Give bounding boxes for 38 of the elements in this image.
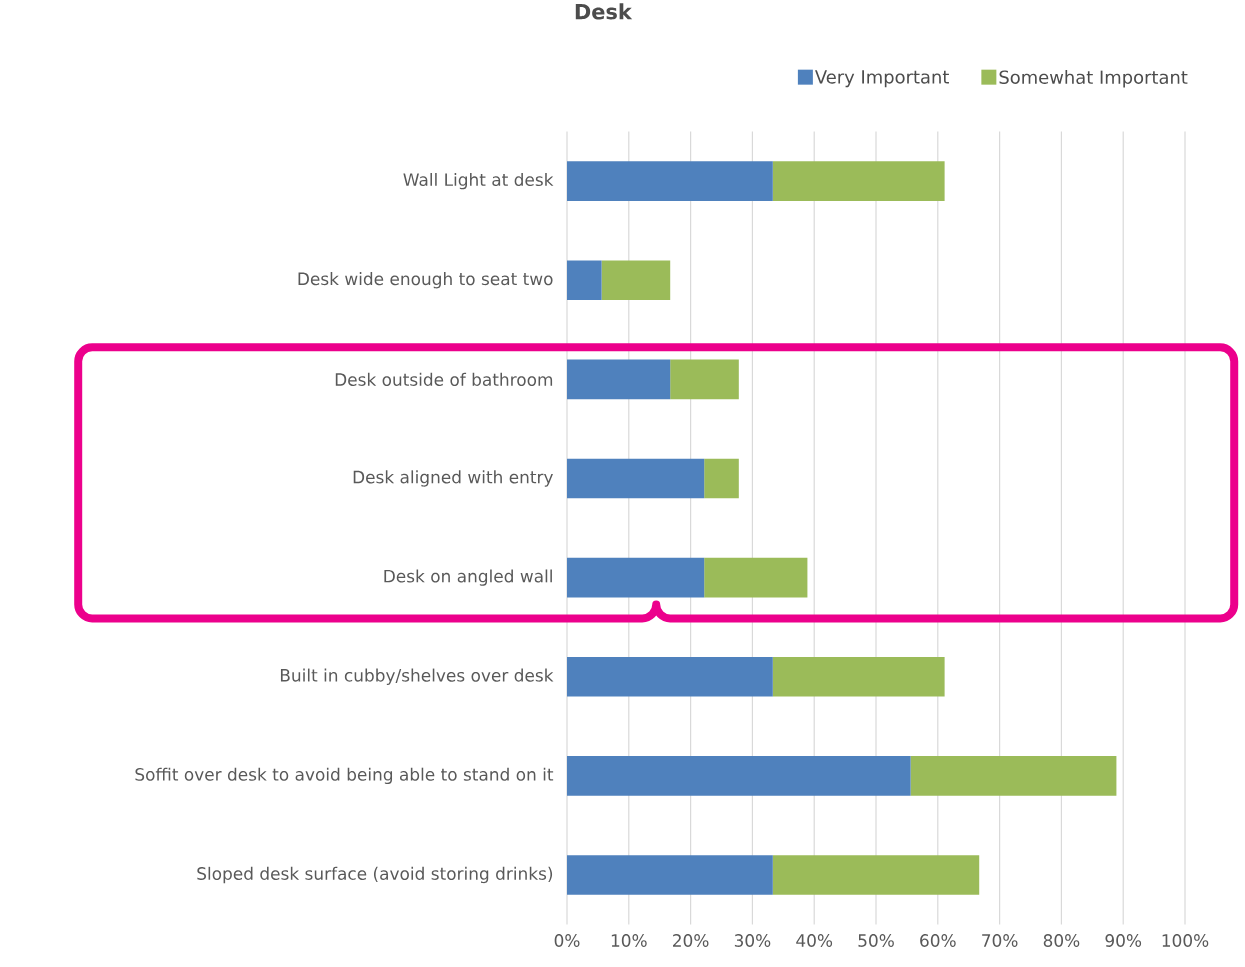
bar [567, 260, 602, 301]
bar [772, 657, 945, 697]
bar [772, 161, 945, 202]
bar [704, 458, 739, 499]
x-tick-label: 30% [734, 934, 771, 948]
x-tick-label: 100% [1162, 934, 1209, 948]
chart-title: Desk [575, 3, 633, 20]
x-tick-label: 0% [554, 934, 580, 948]
y-tick-label: Soffit over desk to avoid being able to stand on it [135, 767, 554, 785]
bar [772, 855, 980, 896]
y-tick-label: Desk aligned with entry [353, 470, 553, 487]
bar [567, 161, 773, 202]
y-tick-label: Desk outside of bathroom [335, 373, 553, 387]
bar [601, 260, 671, 301]
x-tick-label: 40% [796, 934, 833, 948]
x-tick-label: 70% [982, 934, 1018, 948]
x-tick-label: 20% [673, 934, 709, 948]
legend-label: Somewhat Important [999, 70, 1188, 88]
x-tick-label: 90% [1105, 934, 1142, 948]
y-tick-label: Sloped desk surface (avoid storing drinks) [197, 867, 553, 884]
y-tick-label: Desk on angled wall [384, 569, 552, 587]
bar [567, 458, 705, 499]
x-tick-label: 50% [858, 934, 894, 948]
bar [567, 558, 705, 598]
x-tick-label: 60% [920, 934, 956, 948]
bar [910, 756, 1117, 796]
y-tick-label: Wall Light at desk [403, 173, 554, 190]
legend-label: Very Important [815, 70, 949, 88]
bar [567, 756, 911, 796]
bar [567, 657, 773, 697]
x-tick-label: 10% [611, 934, 647, 948]
y-tick-label: Desk wide enough to seat two [298, 272, 553, 289]
x-tick-label: 80% [1043, 934, 1080, 948]
bar [567, 855, 773, 896]
bar [567, 359, 671, 400]
bar [670, 359, 739, 400]
y-tick-label: Built in cubby/shelves over desk [280, 668, 554, 686]
bar [704, 558, 808, 598]
